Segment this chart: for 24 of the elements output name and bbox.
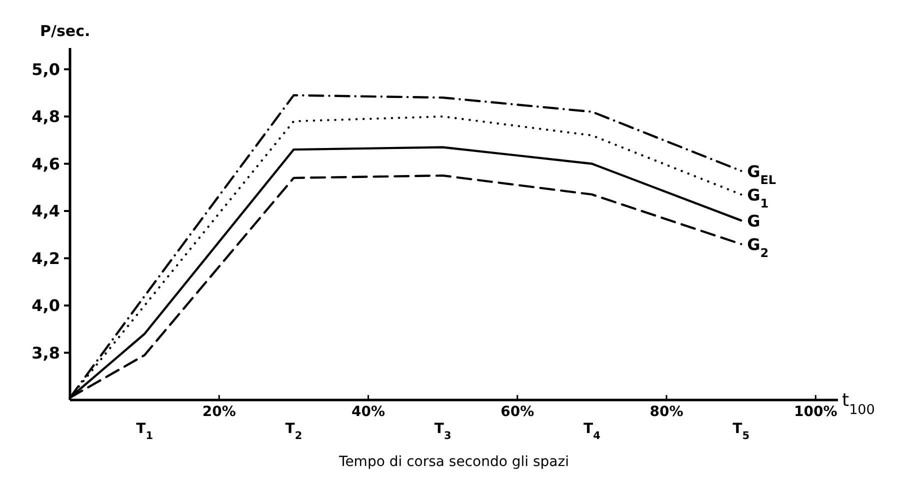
x-tick-label: 40% [351,404,386,420]
y-tick-label: 4,8 [32,107,60,126]
x-axis-title: Tempo di corsa secondo gli spazi [338,454,569,470]
x-tick-label: 20% [202,404,236,420]
text: T$_{4}$ [584,421,600,442]
text: T$_{3}$ [434,421,452,442]
x-tick-label: 100% [794,404,838,420]
series-label: G [747,211,760,230]
text: T$_{5}$ [732,421,750,442]
series-label: G$_{2}$ [747,235,769,260]
y-tick-label: 3,8 [32,343,60,362]
x-tick-label: 60% [500,404,534,420]
y-tick-label: 4,2 [32,248,60,268]
series-label: G$_{1}$ [747,185,769,210]
y-axis-title: P/sec. [40,22,90,40]
text: t$_{100}$ [842,390,875,418]
y-tick-label: 4,4 [32,202,60,221]
series-label: G$_{EL}$ [747,162,776,187]
y-tick-label: 5,0 [32,60,60,79]
text: T$_{1}$ [136,421,153,442]
y-tick-label: 4,6 [32,154,60,174]
text: T$_{2}$ [285,421,302,442]
y-tick-label: 4,0 [32,296,60,316]
x-tick-label: 80% [650,404,684,420]
